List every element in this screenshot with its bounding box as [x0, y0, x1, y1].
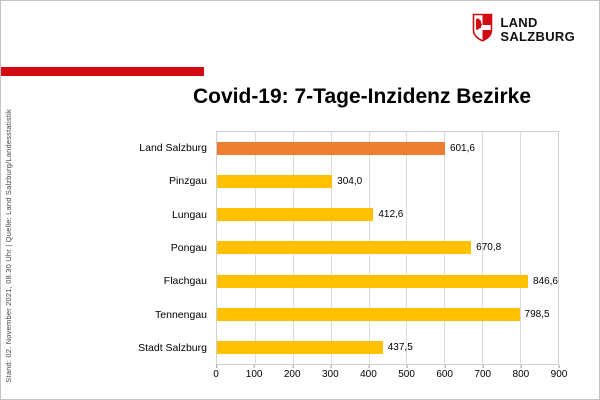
- axis-spacer: [104, 365, 216, 385]
- logo-text: LAND SALZBURG: [500, 14, 575, 45]
- bar-row: 846,6: [217, 265, 558, 298]
- bar-chart: Land Salzburg Pinzgau Lungau Pongau Flachgau…: [104, 131, 567, 385]
- bar-row: 437,5: [217, 331, 558, 364]
- x-axis: 0 100 200 300 400 500 600 700 800 900: [213, 365, 567, 385]
- bar: [217, 208, 374, 222]
- category-label: Pongau: [170, 241, 207, 254]
- bar: [217, 307, 520, 321]
- x-tick-label: 300: [321, 365, 339, 380]
- bar-row: 304,0: [217, 165, 558, 198]
- logo-line2: SALZBURG: [500, 29, 575, 44]
- x-tick-label: 700: [474, 365, 492, 380]
- bar: [217, 142, 445, 156]
- source-note: Stand: 02. November 2021, 08.30 Uhr | Qu…: [4, 109, 13, 383]
- bar-row: 412,6: [217, 198, 558, 231]
- gridline: [520, 132, 522, 364]
- category-labels: Land Salzburg Pinzgau Lungau Pongau Flachgau…: [104, 131, 216, 365]
- salzburg-crest-icon: [472, 13, 493, 47]
- x-tick-label: 600: [436, 365, 453, 380]
- bar-value-label: 601,6: [449, 143, 475, 155]
- bar-row: 670,8: [217, 231, 558, 264]
- category-label: Stadt Salzburg: [138, 342, 207, 355]
- x-tick-label: 400: [360, 365, 377, 380]
- bar-value-label: 798,5: [524, 308, 550, 320]
- bar-value-label: 304,0: [337, 176, 363, 188]
- accent-stripe: [1, 67, 204, 76]
- category-label: Pinzgau: [169, 175, 207, 188]
- chart-title: Covid-19: 7-Tage-Inzidenz Bezirke: [192, 85, 531, 108]
- plot-area: 601,6 304,0 412,6 670,8 846,6 798,5 437,5: [216, 131, 559, 365]
- bar: [217, 175, 333, 189]
- bar-row: 798,5: [217, 298, 558, 331]
- land-salzburg-logo: LAND SALZBURG: [472, 13, 575, 47]
- x-tick-label: 900: [550, 365, 568, 380]
- bar: [217, 274, 528, 288]
- bar-row: 601,6: [217, 132, 558, 165]
- category-label: Lungau: [171, 208, 207, 221]
- gridline: [482, 132, 484, 364]
- bar: [217, 241, 472, 255]
- x-tick-label: 200: [283, 365, 301, 380]
- x-tick-label: 0: [213, 365, 219, 380]
- category-label: Land Salzburg: [139, 141, 207, 154]
- logo-line1: LAND: [500, 14, 538, 30]
- x-tick-label: 100: [245, 365, 263, 380]
- x-tick-label: 800: [512, 365, 530, 380]
- category-label: Tennengau: [155, 308, 207, 321]
- bar-value-label: 437,5: [387, 341, 413, 353]
- bar-value-label: 846,6: [532, 275, 558, 287]
- bar: [217, 340, 383, 354]
- category-label: Flachgau: [163, 275, 207, 288]
- bar-value-label: 670,8: [476, 242, 502, 254]
- x-tick-label: 500: [398, 365, 415, 380]
- bar-value-label: 412,6: [378, 209, 404, 221]
